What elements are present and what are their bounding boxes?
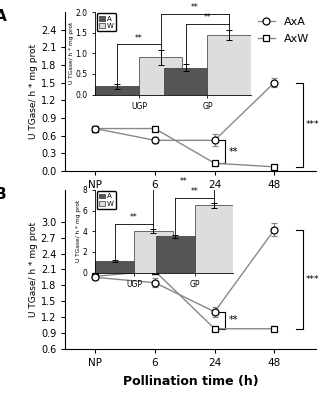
Text: B: B: [0, 187, 7, 202]
Legend: AxA, AxW: AxA, AxW: [254, 13, 313, 49]
X-axis label: Pollination time (h): Pollination time (h): [123, 375, 259, 388]
Y-axis label: U TGase/ h * mg prot: U TGase/ h * mg prot: [29, 44, 38, 139]
Text: ***: ***: [306, 275, 319, 284]
Text: **: **: [229, 147, 238, 157]
Y-axis label: U TGase/ h * mg prot: U TGase/ h * mg prot: [29, 222, 38, 317]
Text: A: A: [0, 9, 7, 24]
Text: ***: ***: [306, 120, 319, 129]
Text: **: **: [229, 315, 238, 325]
